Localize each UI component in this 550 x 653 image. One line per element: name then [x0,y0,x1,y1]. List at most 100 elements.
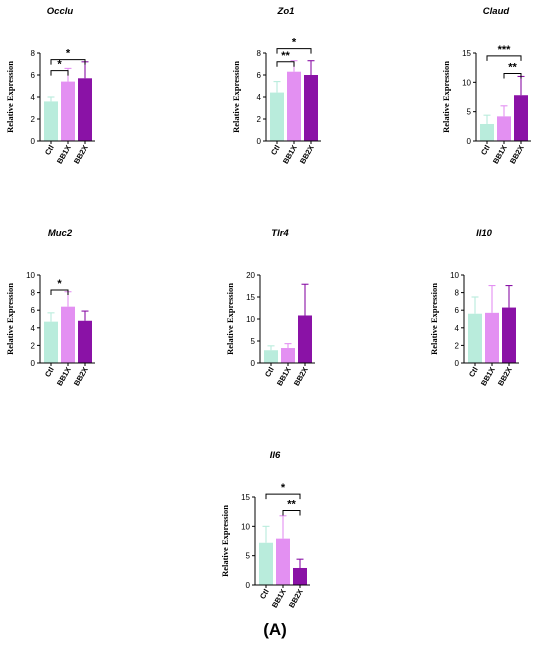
chart-tlr4-bar-bb1x [281,348,295,363]
chart-claud-ytick-label-1: 5 [467,108,472,117]
chart-zo1-sig-label-0: ** [281,50,290,62]
chart-zo1-ytick-label-2: 4 [257,93,262,102]
chart-claud-bar-ctl [480,123,494,141]
chart-claud-bar-bb1x [497,116,511,141]
chart-muc2-ylabel: Relative Expression [5,283,15,355]
chart-muc2-xlabel-bb1x: BB1X [55,366,73,388]
chart-il10-ytick-label-4: 8 [455,289,460,298]
figure-label: (A) [263,620,287,639]
chart-claud-ylabel: Relative Expression [441,61,451,133]
chart-zo1-ytick-label-3: 6 [257,71,262,80]
chart-zo1-bar-bb1x [287,71,301,141]
chart-zo1-sig-bracket-0 [276,61,295,67]
chart-muc2-ytick-label-1: 2 [31,341,36,350]
chart-muc2-svg: Muc2 Relative Expression 0 2 4 6 8 10 Ctl BB1X BB2… [5,228,95,388]
chart-il6-ytick-label-1: 5 [246,552,251,561]
chart-occlu-ytick-label-0: 0 [31,137,36,146]
chart-claud-bar-bb2x [514,95,528,141]
chart-muc2-title: Muc2 [48,228,73,239]
chart-il10-xlabel-bb2x: BB2X [496,366,514,388]
chart-zo1-bar-ctl [270,92,284,141]
chart-muc2-ytick-label-0: 0 [31,359,36,368]
chart-zo1-ytick-label-1: 2 [257,115,262,124]
chart-claud-sig-label-0: ** [508,62,517,74]
chart-il10: Il10 Relative Expression 0 2 4 6 8 10 Ctl BB1X BB2… [426,225,550,415]
chart-occlu-ytick-label-4: 8 [31,49,36,58]
chart-occlu-sig-label-0: * [57,59,62,71]
chart-claud-xlabel-ctl: Ctl [479,144,492,157]
chart-il6-ytick-label-0: 0 [246,581,251,590]
chart-tlr4-svg: Tlr4 Relative Expression 0 5 10 15 20 Ctl BB1X BB… [225,228,315,388]
chart-claud-sig-bracket-1 [486,55,522,61]
chart-zo1-ylabel: Relative Expression [231,61,241,133]
chart-zo1-xlabel-bb1x: BB1X [281,144,299,166]
chart-il10-ytick-label-3: 6 [455,306,460,315]
chart-claud-sig-label-1: *** [498,44,512,56]
chart-muc2-ytick-label-3: 6 [31,306,36,315]
chart-il6-bar-bb2x [293,567,307,585]
chart-occlu-ytick-label-1: 2 [31,115,36,124]
chart-occlu-sig-bracket-0 [50,70,69,76]
chart-il6-ytick-label-3: 15 [241,493,250,502]
chart-tlr4-xlabel-bb2x: BB2X [292,366,310,388]
chart-muc2-sig-bracket-0 [50,289,69,295]
chart-il6-xlabel-bb1x: BB1X [270,588,288,610]
chart-claud-ytick-label-0: 0 [467,137,472,146]
chart-zo1-ytick-label-4: 8 [257,49,262,58]
chart-il10-ytick-label-0: 0 [455,359,460,368]
chart-il10-ytick-label-2: 4 [455,324,460,333]
chart-zo1-xlabel-ctl: Ctl [269,144,282,157]
chart-tlr4-xlabel-ctl: Ctl [263,366,276,379]
chart-zo1-svg: Zo1 Relative Expression 0 2 4 6 8 Ctl BB1X BB2X **… [231,6,321,166]
chart-muc2-xlabel-ctl: Ctl [43,366,56,379]
chart-muc2-bar-bb2x [78,320,92,363]
chart-muc2-bar-ctl [44,321,58,363]
chart-muc2-ytick-label-2: 4 [31,324,36,333]
chart-tlr4-ylabel: Relative Expression [225,283,235,355]
chart-claud-title: Claud [483,6,510,17]
chart-muc2-sig-label-0: * [57,278,62,290]
chart-tlr4-ytick-label-1: 5 [251,337,256,346]
chart-occlu-sig-bracket-1 [50,59,86,65]
chart-claud-ytick-label-3: 15 [462,49,471,58]
chart-zo1-bar-bb2x [304,75,318,141]
chart-il6-ytick-label-2: 10 [241,522,250,531]
chart-occlu-bar-ctl [44,101,58,141]
chart-tlr4-bar-bb2x [298,315,312,363]
chart-occlu-ylabel: Relative Expression [5,61,15,133]
chart-il10-ytick-label-1: 2 [455,341,460,350]
chart-claud-sig-bracket-0 [503,73,522,79]
chart-tlr4-ytick-label-3: 15 [246,293,255,302]
chart-tlr4-xlabel-bb1x: BB1X [275,366,293,388]
chart-il10-ylabel: Relative Expression [429,283,439,355]
chart-il6-xlabel-ctl: Ctl [258,588,271,601]
chart-occlu-xlabel-bb2x: BB2X [72,144,90,166]
chart-muc2-ytick-label-4: 8 [31,289,36,298]
chart-il10-svg: Il10 Relative Expression 0 2 4 6 8 10 Ctl BB1X BB2… [429,228,519,388]
chart-il10-title: Il10 [476,228,493,239]
chart-muc2-ytick-label-5: 10 [26,271,35,280]
chart-il6-sig-bracket-0 [282,509,301,516]
chart-zo1: Zo1 Relative Expression 0 2 4 6 8 Ctl BB1X BB2X **… [228,3,358,193]
chart-occlu-bar-bb1x [61,81,75,141]
chart-il10-bar-bb1x [485,312,499,363]
chart-occlu-xlabel-bb1x: BB1X [55,144,73,166]
chart-tlr4: Tlr4 Relative Expression 0 5 10 15 20 Ctl BB1X BB… [222,225,352,415]
chart-il6-bar-ctl [259,542,273,585]
chart-il6-bar-bb1x [276,538,290,585]
chart-occlu-sig-label-1: * [66,48,71,60]
chart-il6-xlabel-bb2x: BB2X [287,588,305,610]
chart-occlu-ytick-label-3: 6 [31,71,36,80]
chart-il10-bar-ctl [468,313,482,363]
chart-il6-ylabel: Relative Expression [220,505,230,577]
chart-il6-sig-label-1: * [281,482,286,494]
chart-claud: Claud Relative Expression 0 5 10 15 Ctl BB1X BB2… [438,3,550,193]
chart-il10-xlabel-ctl: Ctl [467,366,480,379]
chart-muc2-xlabel-bb2x: BB2X [72,366,90,388]
chart-tlr4-ytick-label-2: 10 [246,315,255,324]
chart-muc2-bar-bb1x [61,306,75,363]
chart-occlu-xlabel-ctl: Ctl [43,144,56,157]
chart-zo1-sig-bracket-1 [276,48,312,54]
chart-tlr4-ytick-label-4: 20 [246,271,255,280]
chart-zo1-xlabel-bb2x: BB2X [298,144,316,166]
